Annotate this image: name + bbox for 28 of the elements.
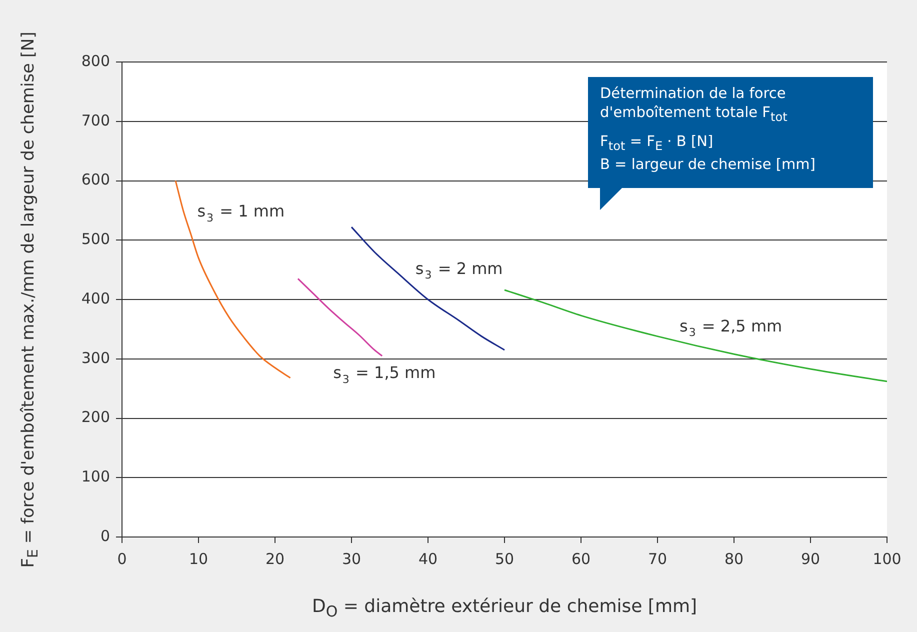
y-tick-label: 100 [81, 468, 110, 486]
annotation: B = largeur de chemise [mm] [600, 156, 816, 175]
x-tick-label: 90 [800, 550, 820, 568]
x-tick-label: 60 [571, 550, 591, 568]
annotation: F$_{tot}$ = F$_{E}$ · B [N] [600, 132, 714, 155]
x-tick-label: 50 [494, 550, 514, 568]
y-tick-label: 500 [81, 230, 110, 248]
line-series [504, 289, 887, 382]
line-series [350, 226, 506, 351]
x-tick-label: 70 [648, 550, 668, 568]
y-tick-label: 200 [81, 408, 110, 426]
line-series [174, 180, 292, 379]
y-tick-label: 0 [100, 526, 110, 545]
x-tick-label: 100 [872, 550, 902, 568]
y-tick-label: 300 [81, 348, 110, 367]
line-series [297, 278, 383, 357]
y-tick-label: 400 [81, 289, 110, 308]
x-tick-label: 80 [724, 550, 744, 568]
y-tick-label: 600 [81, 170, 110, 189]
x-tick-label: 10 [188, 550, 208, 568]
y-tick-label: 700 [81, 111, 110, 130]
x-tick-label: 0 [117, 550, 127, 568]
x-tick-label: 20 [265, 550, 285, 568]
annotation: Détermination de la force d'emboîtement totale F$_{tot}$ [600, 85, 788, 126]
x-axis-title: D$_{O}$ = diamètre extérieur de chemise [mm] [310, 596, 698, 621]
y-tick-label: 800 [81, 52, 110, 70]
x-tick-label: 40 [418, 550, 438, 568]
x-tick-label: 30 [342, 550, 362, 568]
